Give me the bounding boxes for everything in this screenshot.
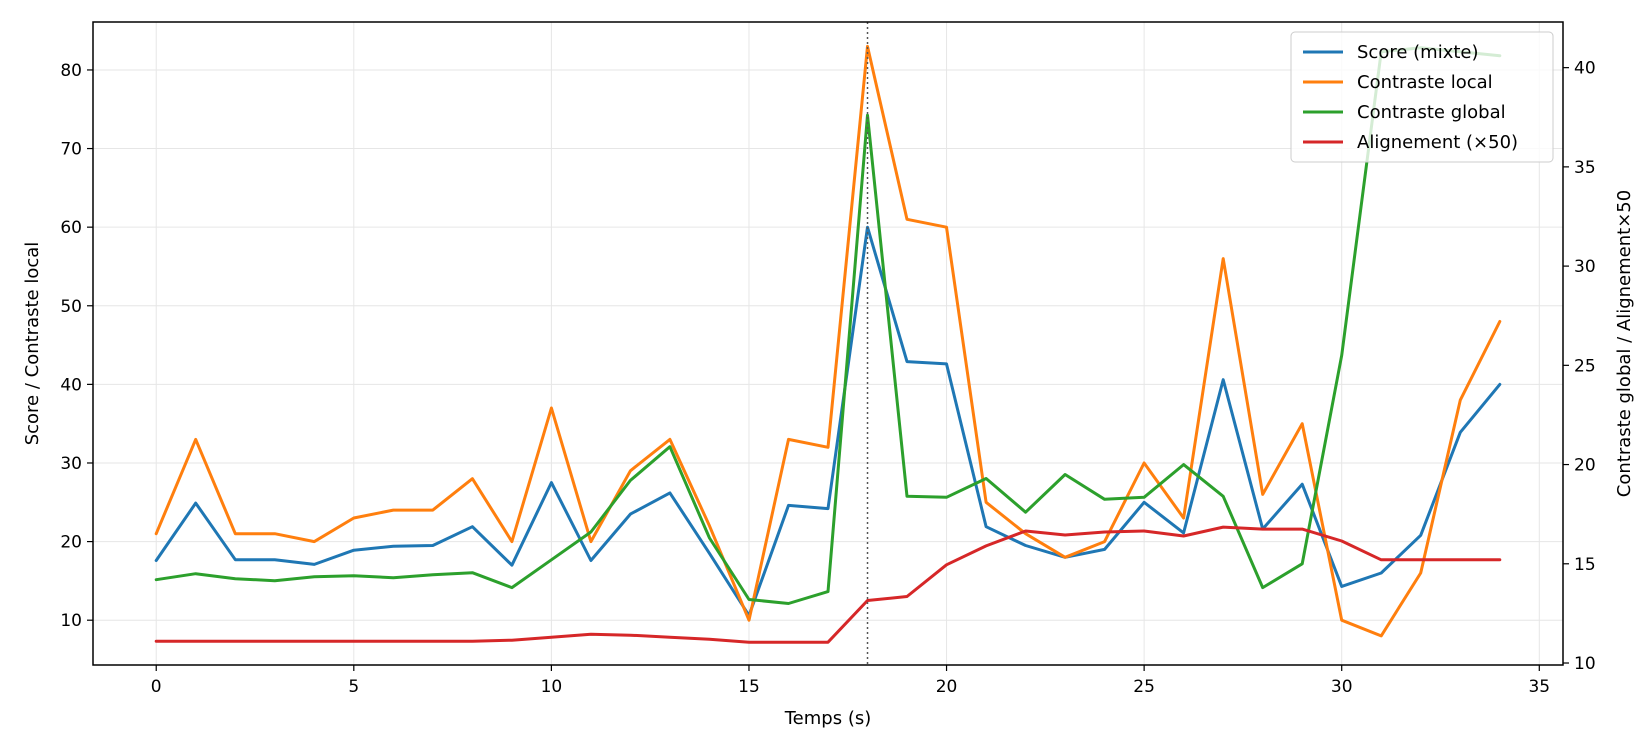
x-tick-label: 10	[541, 677, 563, 697]
y-right-tick-label: 15	[1574, 555, 1596, 575]
legend-label-3: Alignement (×50)	[1357, 132, 1518, 153]
series-line-2	[154, 46, 1502, 605]
x-tick-label: 5	[348, 677, 359, 697]
x-tick-label: 20	[936, 677, 958, 697]
y-right-tick-label: 30	[1574, 257, 1596, 277]
y-left-tick-label: 20	[60, 533, 82, 553]
x-tick-label: 30	[1331, 677, 1353, 697]
plot-frame	[92, 21, 1564, 666]
y-axis-left: 10 20 30 40 50 60 70 80	[60, 61, 93, 631]
series-line-0	[154, 225, 1502, 617]
legend-label-2: Contraste global	[1357, 102, 1506, 123]
x-axis-title: Temps (s)	[784, 708, 872, 729]
grid	[93, 22, 1563, 665]
y-left-tick-label: 50	[60, 297, 82, 317]
y-right-tick-label: 40	[1574, 59, 1596, 79]
y-left-tick-label: 70	[60, 140, 82, 160]
x-tick-label: 15	[738, 677, 760, 697]
series-layer	[154, 44, 1502, 644]
y-axis-left-title: Score / Contraste local	[22, 242, 43, 446]
y-axis-right-title: Contraste global / Alignement×50	[1614, 190, 1635, 497]
y-left-tick-label: 40	[60, 375, 82, 395]
x-tick-label: 35	[1528, 677, 1550, 697]
legend: Score (mixte) Contraste local Contraste gl…	[1290, 31, 1554, 163]
legend-label-0: Score (mixte)	[1357, 42, 1479, 63]
legend-label-1: Contraste local	[1357, 72, 1493, 93]
y-right-tick-label: 10	[1574, 654, 1596, 674]
x-tick-label: 0	[151, 677, 162, 697]
y-right-tick-label: 35	[1574, 158, 1596, 178]
y-right-tick-label: 20	[1574, 456, 1596, 476]
legend-box	[1290, 31, 1554, 163]
y-right-tick-label: 25	[1574, 356, 1596, 376]
series-line-3	[154, 525, 1502, 644]
y-left-tick-label: 10	[60, 611, 82, 631]
y-left-tick-label: 60	[60, 218, 82, 238]
series-line-1	[154, 44, 1502, 638]
x-axis: 0 5 10 15 20 25 30 35	[151, 665, 1550, 697]
y-axis-right: 10 15 20 25 30 35 40	[1563, 59, 1596, 674]
y-left-tick-label: 30	[60, 454, 82, 474]
x-tick-label: 25	[1133, 677, 1155, 697]
y-left-tick-label: 80	[60, 61, 82, 81]
